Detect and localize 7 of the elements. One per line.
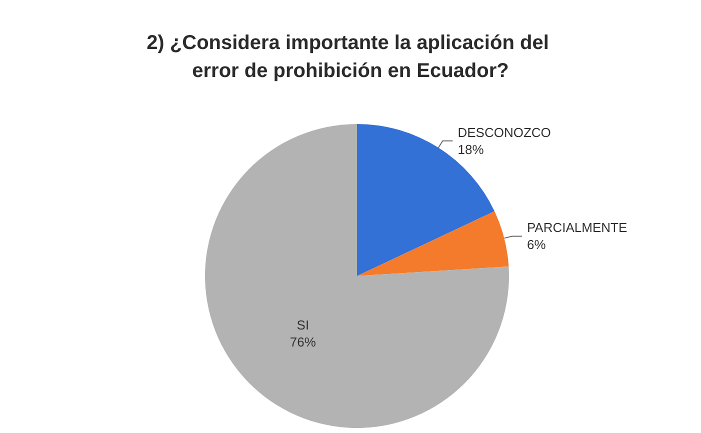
data-label: 18%: [458, 142, 484, 157]
data-label: 6%: [526, 237, 546, 252]
chart-title: 2) ¿Considera importante la aplicación del error de prohibición en Ecuador?: [146, 32, 554, 82]
slice-label: SI: [296, 318, 310, 333]
data-label: 76%: [290, 334, 316, 350]
slice-label: PARCIALMENTE: [526, 220, 628, 236]
slice-label: DESCONOZCO: [458, 124, 551, 140]
